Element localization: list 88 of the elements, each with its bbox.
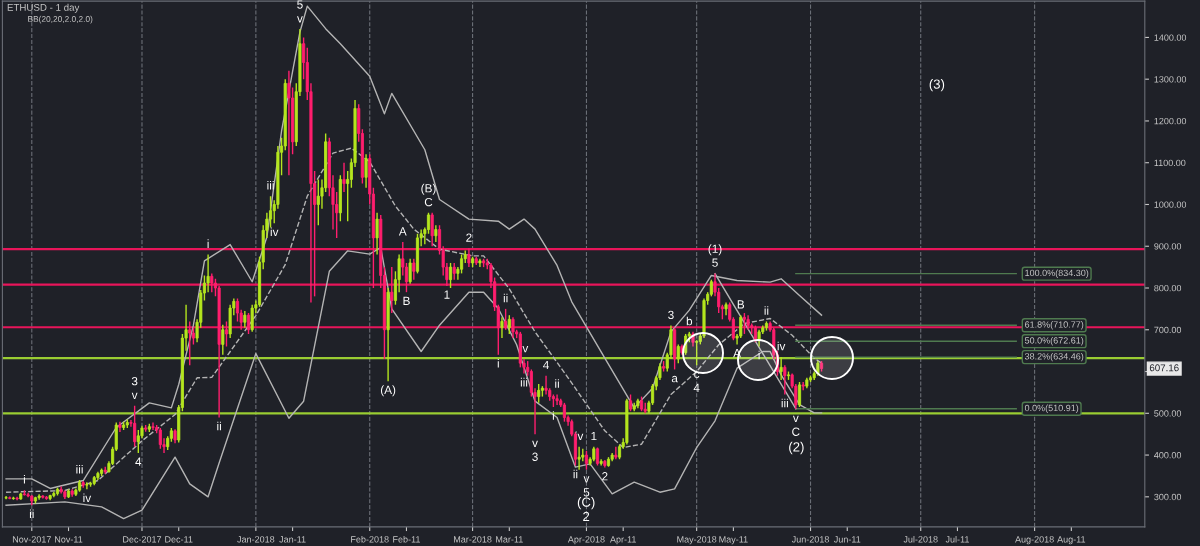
annotation: i: [758, 350, 760, 360]
annotation: 5: [583, 488, 590, 497]
annotation: 61.8%(710.77): [1025, 321, 1084, 330]
annotation: 50.0%(672.61): [1024, 337, 1084, 346]
x-tick-label: Dec-2017: [123, 536, 162, 543]
y-tick-label: 500.00: [1154, 410, 1182, 417]
y-tick-label: 700.00: [1154, 326, 1182, 334]
y-tick-label: 1000.00: [1154, 201, 1187, 208]
annotation: ii: [503, 293, 508, 303]
x-tick-label: Aug-11: [1057, 536, 1086, 545]
annotation: iii: [76, 464, 83, 474]
annotation: 2: [583, 511, 590, 521]
annotation: (B): [421, 183, 436, 195]
annotation: C: [424, 197, 433, 207]
x-tick-label: Jul-11: [945, 535, 969, 543]
annotation: b: [686, 316, 693, 326]
annotation: 3: [668, 310, 674, 320]
x-tick-label: Nov-2017: [12, 536, 51, 543]
annotation: ii: [555, 379, 559, 388]
y-tick-label: 300.00: [1154, 493, 1182, 501]
x-tick-label: Feb-2018: [351, 535, 389, 543]
annotation: (C): [577, 497, 595, 510]
annotation: 5: [297, 0, 303, 9]
annotation: 4: [693, 383, 700, 392]
annotation: 3: [131, 376, 138, 386]
annotation: B: [403, 296, 410, 305]
y-tick-label: 800.00: [1154, 284, 1182, 292]
x-tick-label: Jun-2018: [791, 536, 829, 543]
x-tick-label: Mar-11: [496, 536, 523, 543]
annotation: v: [583, 476, 590, 483]
y-tick-label: 400.00: [1154, 452, 1182, 459]
annotation: i: [23, 474, 25, 484]
x-tick-label: May-11: [719, 536, 748, 545]
annotation: v: [532, 440, 538, 447]
x-tick-label: Apr-11: [609, 536, 636, 545]
x-tick-label: Jan-2018: [237, 536, 275, 543]
text: BB(20,20,2.0,2.0): [28, 15, 93, 24]
annotation: iv: [83, 493, 92, 503]
text: 607.16: [1149, 364, 1179, 372]
x-tick-label: May-2018: [677, 536, 717, 545]
annotation: 1: [591, 431, 597, 441]
annotation: iii: [520, 377, 528, 387]
x-tick-label: Jan-11: [279, 536, 306, 543]
annotation: ii: [573, 469, 578, 479]
annotation: B: [737, 300, 745, 309]
x-tick-label: Apr-2018: [567, 536, 605, 545]
annotation: 2: [602, 472, 608, 481]
annotation: v: [131, 392, 138, 400]
annotation: 3: [532, 452, 538, 461]
x-tick-label: Feb-11: [393, 535, 420, 543]
y-tick-label: 900.00: [1154, 243, 1182, 250]
x-tick-label: Jun-11: [833, 536, 861, 543]
chart-title: ETHUSD - 1 day: [7, 3, 80, 13]
annotation: ii: [217, 421, 221, 431]
annotation: i: [497, 359, 499, 368]
annotation: 5: [712, 258, 718, 267]
y-tick-label: 1200.00: [1154, 117, 1187, 125]
x-tick-label: Mar-2018: [454, 536, 492, 543]
annotation: v: [792, 415, 799, 422]
annotation: i: [207, 239, 209, 248]
annotation: 100.0%(834.30): [1025, 269, 1089, 278]
annotation: C: [792, 427, 800, 436]
annotation: 4: [135, 457, 142, 466]
annotation: ii: [764, 306, 769, 315]
annotation: iv: [270, 227, 279, 237]
x-tick-label: Jul-2018: [903, 535, 938, 543]
x-tick-label: Aug-2018: [1015, 536, 1054, 545]
annotation: a: [671, 375, 678, 383]
x-tick-label: Dec-11: [165, 536, 193, 543]
annotation: i: [552, 411, 554, 420]
annotation: ii: [29, 509, 34, 518]
annotation: 2: [466, 233, 472, 242]
x-tick-label: Nov-11: [55, 536, 83, 543]
annotation: v: [297, 16, 303, 23]
y-tick-label: 1300.00: [1154, 76, 1187, 83]
annotation: 0.0%(510.91): [1024, 404, 1079, 413]
annotation: iii: [781, 398, 788, 408]
annotation: iv: [777, 341, 786, 351]
annotation: iii: [267, 180, 274, 190]
y-tick-label: 1400.00: [1154, 34, 1187, 41]
annotation: (A): [380, 385, 396, 397]
annotation: 4: [543, 360, 549, 370]
annotation: (3): [929, 79, 945, 92]
annotation: A: [398, 227, 407, 236]
annotation: 1: [444, 290, 450, 299]
annotation: 38.2%(634.46): [1024, 352, 1084, 362]
y-tick-label: 1100.00: [1154, 159, 1186, 167]
annotation: (2): [789, 441, 804, 455]
